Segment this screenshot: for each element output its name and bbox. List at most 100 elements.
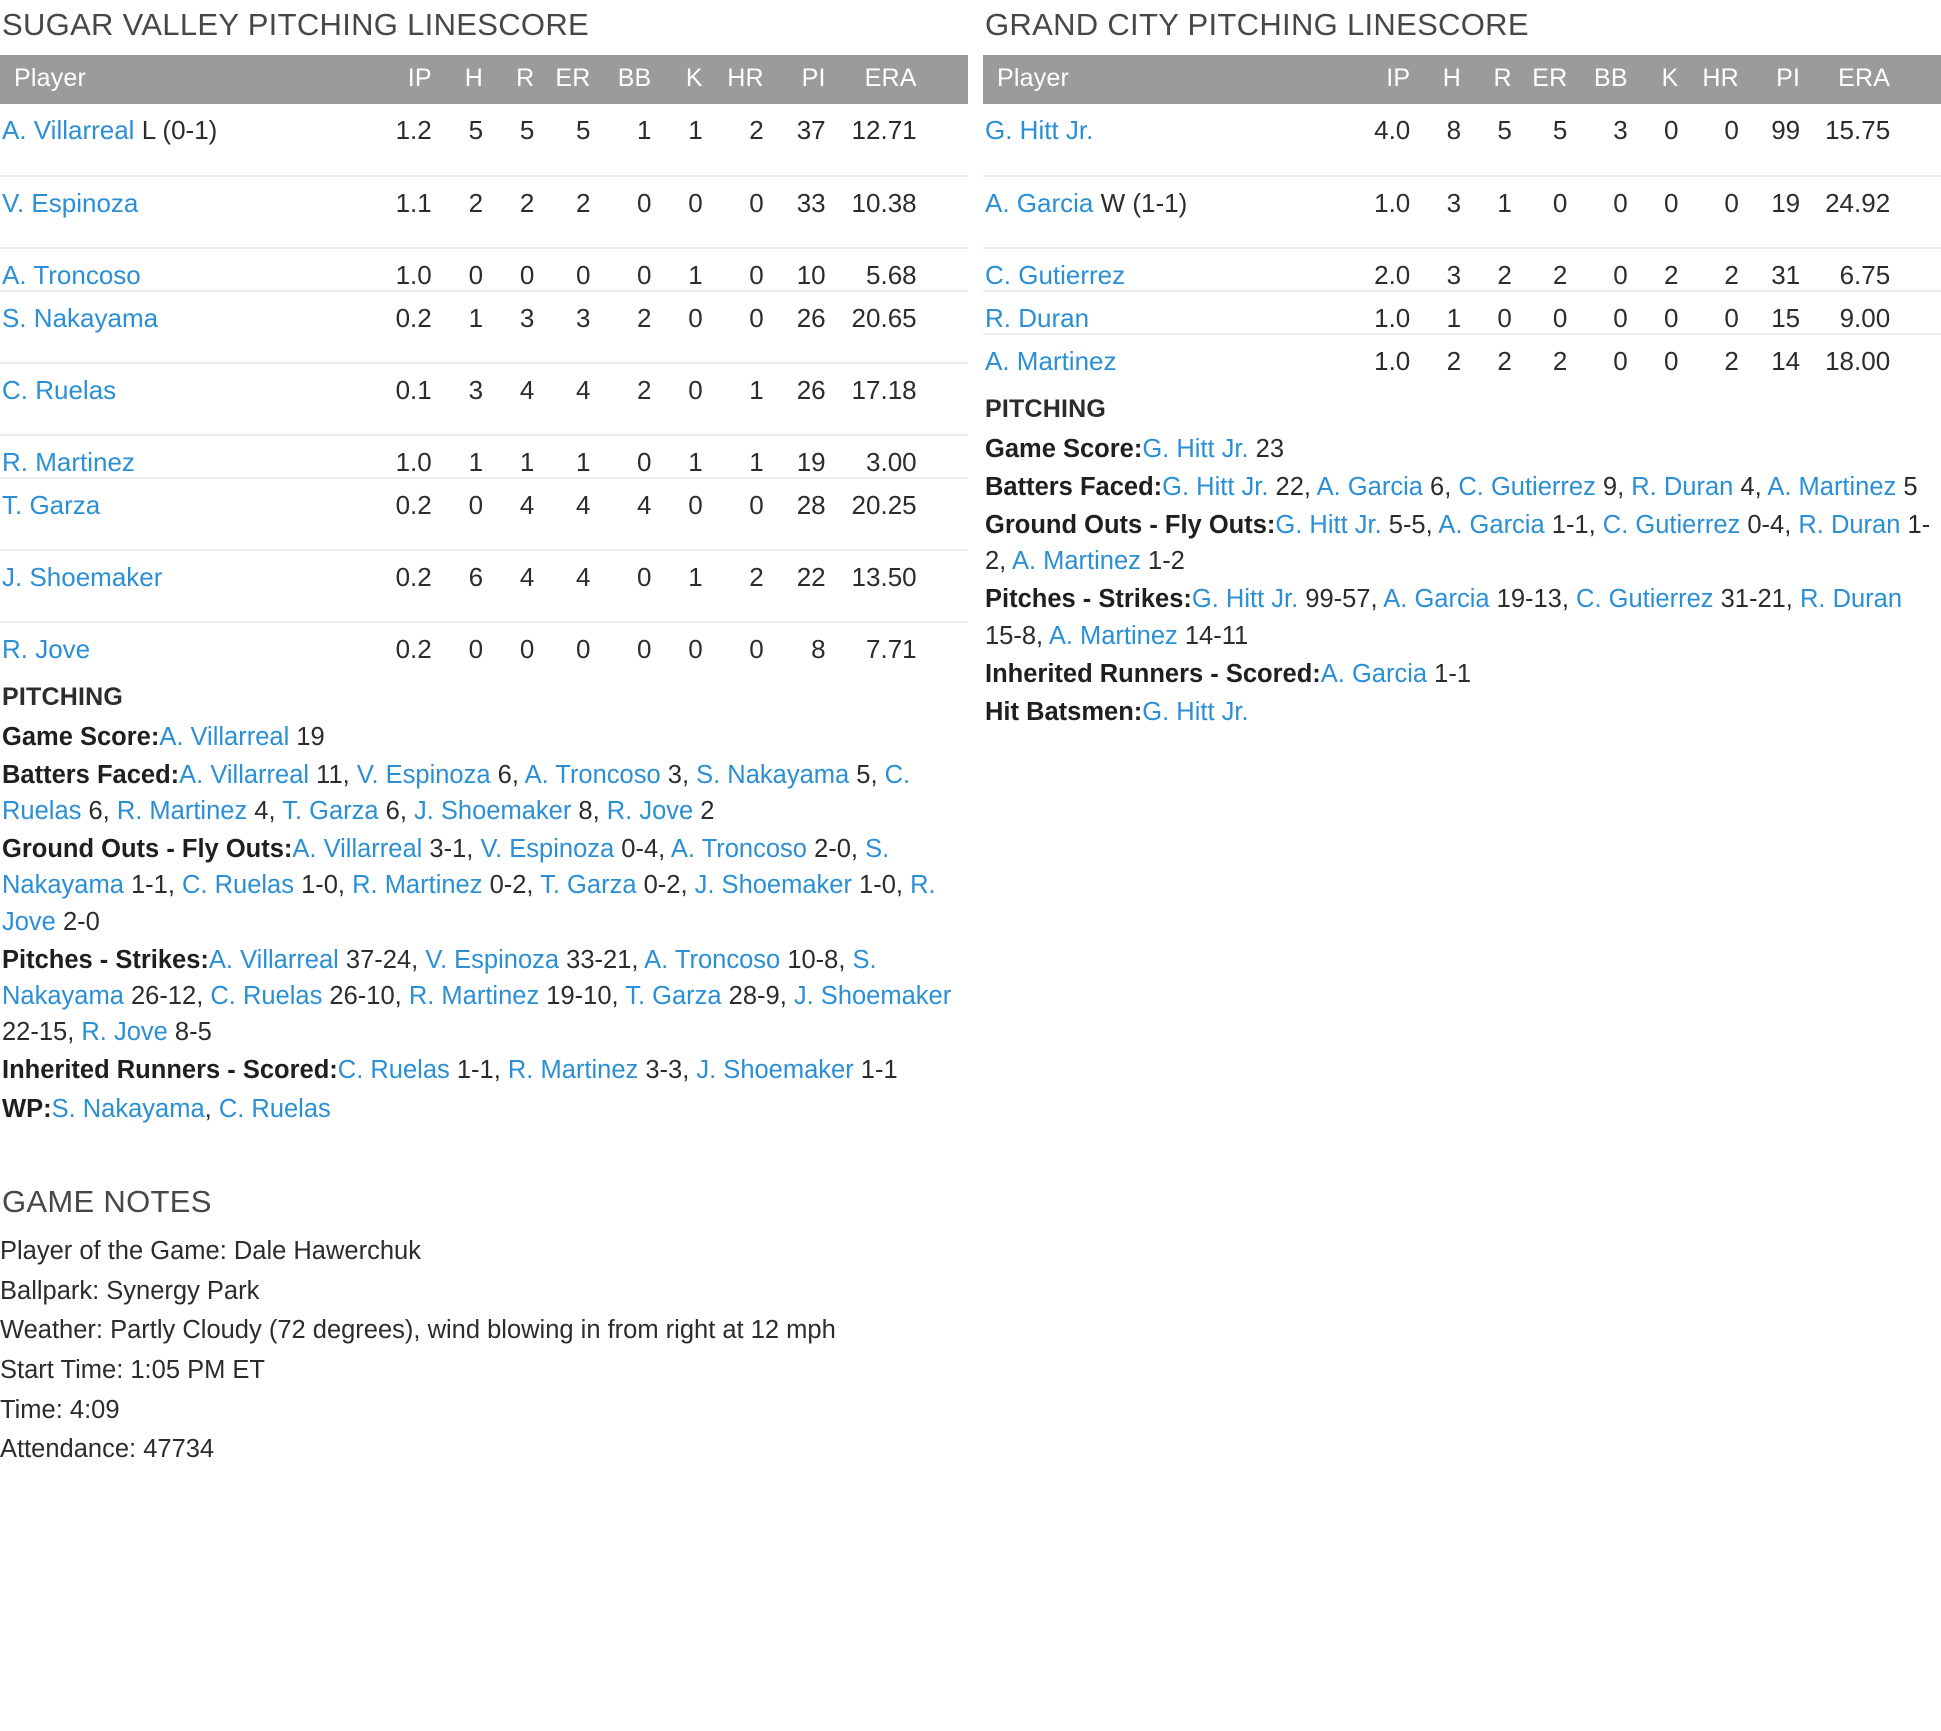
player-link[interactable]: S. Nakayama <box>2 835 890 900</box>
player-link[interactable]: C. Ruelas <box>2 760 911 825</box>
player-link[interactable]: J. Shoemaker <box>696 1056 854 1085</box>
stat-cell-era: 20.25 <box>825 476 917 550</box>
player-link[interactable]: A. Garcia <box>1438 510 1545 539</box>
col-header-k[interactable]: K <box>651 54 703 104</box>
player-link[interactable]: A. Troncoso <box>524 760 661 789</box>
player-link[interactable]: A. Garcia <box>1383 585 1490 614</box>
stat-cell-r: 1 <box>1461 174 1512 248</box>
player-link[interactable]: C. Gutierrez <box>1576 585 1714 614</box>
player-link[interactable]: R. Martinez <box>116 796 248 825</box>
player-link[interactable]: R. Duran <box>1799 585 1903 614</box>
pitching-notes-heading: PITCHING <box>2 683 124 712</box>
col-header-era[interactable]: ERA <box>825 54 917 104</box>
player-link[interactable]: R. Jove <box>606 796 694 825</box>
player-link[interactable]: A. Villarreal <box>179 760 310 789</box>
col-header-r[interactable]: R <box>483 54 535 104</box>
player-link[interactable]: A. Villarreal <box>2 114 135 145</box>
player-link[interactable]: S. Nakayama <box>2 302 159 333</box>
player-link[interactable]: A. Villarreal <box>292 835 423 864</box>
player-link[interactable]: C. Gutierrez <box>1602 510 1741 539</box>
player-link[interactable]: A. Troncoso <box>670 835 807 864</box>
player-link[interactable]: V. Espinoza <box>425 945 560 974</box>
player-link[interactable]: C. Gutierrez <box>1458 472 1596 501</box>
player-link[interactable]: A. Garcia <box>1320 659 1428 688</box>
player-link[interactable]: A. Villarreal <box>159 722 290 751</box>
player-link[interactable]: J. Shoemaker <box>793 982 952 1010</box>
player-link[interactable]: A. Garcia <box>985 187 1094 218</box>
player-link[interactable]: G. Hitt Jr. <box>1191 585 1299 614</box>
player-link[interactable]: C. Ruelas <box>2 374 117 405</box>
note-value: 4, <box>247 796 283 825</box>
stat-cell-bb: 0 <box>1567 174 1628 248</box>
player-link[interactable]: A. Martinez <box>1767 472 1897 501</box>
player-link[interactable]: C. Ruelas <box>218 1094 331 1123</box>
player-link[interactable]: R. Jove <box>81 1018 168 1047</box>
player-link[interactable]: J. Shoemaker <box>414 796 572 825</box>
player-link[interactable]: C. Ruelas <box>182 871 294 900</box>
player-link[interactable]: G. Hitt Jr. <box>1142 698 1249 726</box>
stat-cell-pad <box>916 433 968 478</box>
player-link[interactable]: J. Shoemaker <box>694 871 852 900</box>
col-header-k[interactable]: K <box>1627 54 1679 104</box>
player-link[interactable]: T. Garza <box>540 871 637 900</box>
player-link[interactable]: S. Nakayama <box>2 945 877 1010</box>
stat-cell-pi: 26 <box>763 289 826 363</box>
player-link[interactable]: G. Hitt Jr. <box>1142 434 1249 463</box>
player-link[interactable]: G. Hitt Jr. <box>1162 472 1269 501</box>
player-link[interactable]: C. Gutierrez <box>985 259 1126 290</box>
col-header-er[interactable]: ER <box>534 54 591 104</box>
col-header-h[interactable]: H <box>431 54 484 104</box>
col-header-er[interactable]: ER <box>1511 54 1568 104</box>
player-link[interactable]: G. Hitt Jr. <box>1275 510 1382 539</box>
player-link[interactable]: A. Troncoso <box>2 259 141 290</box>
player-link[interactable]: A. Garcia <box>1316 472 1423 501</box>
player-link[interactable]: Dale Hawerchuk <box>233 1236 421 1265</box>
player-link[interactable]: R. Martinez <box>352 871 483 900</box>
player-link[interactable]: T. Garza <box>2 489 101 520</box>
stat-cell-r: 2 <box>1461 246 1512 291</box>
col-header-bb[interactable]: BB <box>1567 54 1628 104</box>
player-link[interactable]: R. Martinez <box>2 446 135 477</box>
player-link[interactable]: G. Hitt Jr. <box>985 114 1094 145</box>
stat-cell-ip: 0.1 <box>369 361 432 435</box>
col-header-era[interactable]: ERA <box>1800 54 1891 104</box>
player-link[interactable]: A. Martinez <box>985 345 1117 376</box>
col-header-r[interactable]: R <box>1461 54 1512 104</box>
col-header-hr[interactable]: HR <box>702 54 764 104</box>
col-header-pi[interactable]: PI <box>1738 54 1801 104</box>
player-link[interactable]: S. Nakayama <box>51 1094 205 1123</box>
player-link[interactable]: A. Martinez <box>1048 621 1178 650</box>
col-header-player[interactable]: Player <box>0 54 370 104</box>
player-link[interactable]: C. Ruelas <box>337 1056 450 1085</box>
col-header-hr[interactable]: HR <box>1678 54 1739 104</box>
stat-cell-ip: 1.0 <box>1348 174 1411 248</box>
player-link[interactable]: A. Martinez <box>1011 547 1141 576</box>
player-link[interactable]: R. Martinez <box>408 982 540 1010</box>
player-link[interactable]: T. Garza <box>625 982 722 1010</box>
col-header-bb[interactable]: BB <box>590 54 652 104</box>
player-link[interactable]: V. Espinoza <box>356 760 491 789</box>
col-header-pi[interactable]: PI <box>763 54 826 104</box>
player-link[interactable]: S. Nakayama <box>696 760 850 789</box>
player-link[interactable]: V. Espinoza <box>480 835 615 864</box>
player-link[interactable]: R. Martinez <box>507 1056 639 1085</box>
col-header-ip[interactable]: IP <box>369 54 432 104</box>
player-link[interactable]: J. Shoemaker <box>2 561 163 592</box>
player-link[interactable]: R. Jove <box>2 633 91 664</box>
stat-cell-k: 0 <box>651 476 703 550</box>
player-name-cell: A. Martinez <box>983 332 1349 377</box>
player-link[interactable]: R. Jove <box>2 871 936 936</box>
sugar-valley-pitching-notes: PITCHING Game Score:A. Villarreal 19 Batt… <box>0 664 968 1128</box>
player-link[interactable]: T. Garza <box>282 796 379 825</box>
col-header-ip[interactable]: IP <box>1348 54 1411 104</box>
player-link[interactable]: V. Espinoza <box>2 187 139 218</box>
player-link[interactable]: R. Duran <box>1798 510 1901 539</box>
player-link[interactable]: A. Villarreal <box>208 945 339 974</box>
player-link[interactable]: R. Duran <box>1631 472 1734 501</box>
player-link[interactable]: C. Ruelas <box>210 982 323 1010</box>
col-header-player[interactable]: Player <box>983 54 1349 104</box>
col-header-h[interactable]: H <box>1410 54 1462 104</box>
player-link[interactable]: A. Troncoso <box>644 945 781 974</box>
stat-cell-ip: 0.2 <box>369 289 432 363</box>
player-link[interactable]: R. Duran <box>985 302 1090 333</box>
